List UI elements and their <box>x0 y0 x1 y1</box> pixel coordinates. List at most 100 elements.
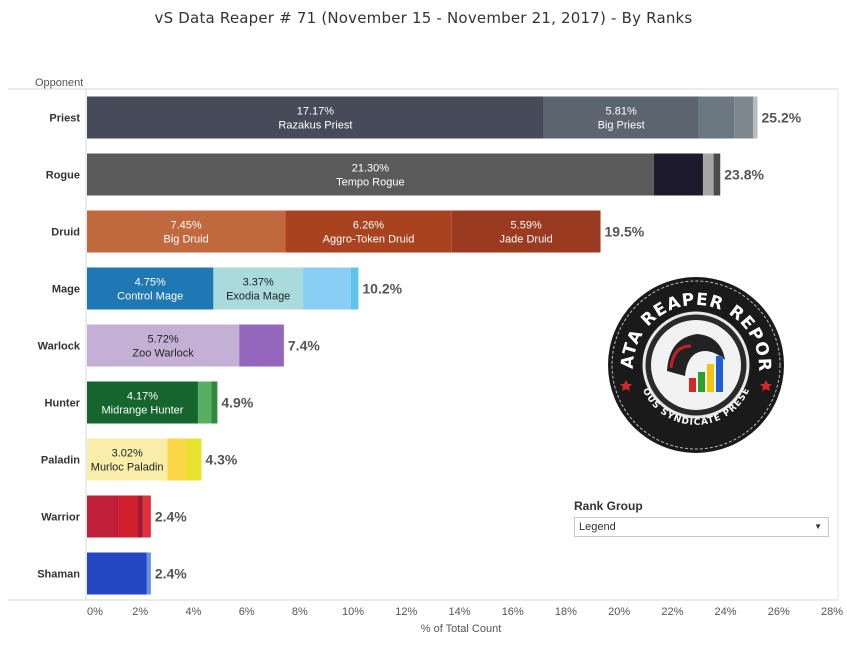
segment-value-label: 17.17% <box>297 106 335 118</box>
rank-group-dropdown[interactable]: Legend ▼ <box>574 517 829 537</box>
bar-total-label: 23.8% <box>724 167 764 183</box>
x-tick-label: 14% <box>448 606 470 618</box>
x-tick-label: 20% <box>608 606 630 618</box>
bar-segment[interactable] <box>87 267 214 310</box>
y-axis-title: Opponent <box>35 77 83 89</box>
bar-segment[interactable] <box>713 153 721 196</box>
x-tick-label: 24% <box>715 606 737 618</box>
x-tick-label: 0% <box>87 606 103 618</box>
category-label: Mage <box>52 284 80 296</box>
bar-segment[interactable] <box>285 210 452 253</box>
bar-total-label: 7.4% <box>288 338 320 354</box>
rank-group-filter: Rank Group Legend ▼ <box>574 499 829 537</box>
bar-segment[interactable] <box>87 96 544 139</box>
star-icon <box>760 380 772 391</box>
bar-segment[interactable] <box>146 552 151 595</box>
bar-segment[interactable] <box>142 495 151 538</box>
segment-value-label: 7.45% <box>171 220 202 232</box>
category-label: Warlock <box>38 341 81 353</box>
bar-segment[interactable] <box>87 324 240 367</box>
segment-value-label: 3.02% <box>112 448 143 460</box>
segment-value-label: 5.59% <box>511 220 542 232</box>
bar-total-label: 10.2% <box>362 281 402 297</box>
bar-segment[interactable] <box>702 153 714 196</box>
bar-total-label: 19.5% <box>605 224 645 240</box>
category-label: Shaman <box>37 569 80 581</box>
x-tick-label: 6% <box>239 606 255 618</box>
bar-segment[interactable] <box>167 438 186 481</box>
bar-total-label: 25.2% <box>762 110 802 126</box>
segment-value-label: 5.81% <box>606 106 637 118</box>
chevron-down-icon: ▼ <box>814 522 822 531</box>
segment-value-label: 3.37% <box>243 277 274 289</box>
bar-total-label: 4.3% <box>205 452 237 468</box>
category-label: Rogue <box>46 170 80 182</box>
x-tick-label: 16% <box>502 606 524 618</box>
logo-bar-blue <box>716 356 723 392</box>
bar-segment[interactable] <box>87 495 119 538</box>
bar-segment[interactable] <box>303 267 351 310</box>
bar-segment[interactable] <box>87 438 168 481</box>
segment-archetype-label: Tempo Rogue <box>336 177 405 189</box>
bar-segment[interactable] <box>197 381 212 424</box>
category-label: Hunter <box>45 398 81 410</box>
bar-segment[interactable] <box>698 96 735 139</box>
bar-segment[interactable] <box>87 153 654 196</box>
x-tick-label: 26% <box>768 606 790 618</box>
segment-value-label: 5.72% <box>147 334 178 346</box>
bar-segment[interactable] <box>239 324 284 367</box>
bar-segment[interactable] <box>543 96 699 139</box>
segment-archetype-label: Murloc Paladin <box>91 462 164 474</box>
bar-segment[interactable] <box>350 267 359 310</box>
segment-archetype-label: Big Priest <box>598 120 645 132</box>
bars-layer: Priest 17.17% Razakus Priest 5.81% Big Pries… <box>37 96 802 595</box>
bar-total-label: 2.4% <box>155 566 187 582</box>
bar-total-label: 4.9% <box>221 395 253 411</box>
bar-segment[interactable] <box>734 96 753 139</box>
bar-segment[interactable] <box>213 267 304 310</box>
segment-archetype-label: Control Mage <box>117 291 183 303</box>
x-tick-label: 28% <box>821 606 843 618</box>
segment-archetype-label: Aggro-Token Druid <box>323 234 415 246</box>
page-title: vS Data Reaper # 71 (November 15 - Novem… <box>154 9 693 27</box>
segment-archetype-label: Zoo Warlock <box>132 348 194 360</box>
rank-group-selected-value: Legend <box>579 521 616 533</box>
bar-segment[interactable] <box>118 495 138 538</box>
segment-value-label: 4.17% <box>127 391 158 403</box>
bar-segment[interactable] <box>185 438 202 481</box>
logo-bar-green <box>698 372 705 392</box>
bar-total-label: 2.4% <box>155 509 187 525</box>
x-tick-label: 18% <box>555 606 577 618</box>
category-label: Paladin <box>41 455 80 467</box>
segment-archetype-label: Exodia Mage <box>226 291 290 303</box>
data-reaper-report-logo: DATA REAPER REPORT VICIOUS SYNDICATE PRE… <box>607 276 784 453</box>
bar-segment[interactable] <box>87 381 198 424</box>
category-label: Druid <box>51 227 80 239</box>
bar-segment[interactable] <box>137 495 143 538</box>
logo-bar-yellow <box>707 364 714 392</box>
logo-bar-red <box>689 378 696 392</box>
x-tick-label: 8% <box>292 606 308 618</box>
bar-segment[interactable] <box>211 381 218 424</box>
x-tick-label: 4% <box>185 606 201 618</box>
category-label: Warrior <box>41 512 80 524</box>
x-axis-title: % of Total Count <box>421 623 502 635</box>
segment-archetype-label: Big Druid <box>163 234 208 246</box>
x-tick-label: 10% <box>342 606 364 618</box>
bar-segment[interactable] <box>653 153 703 196</box>
category-label: Priest <box>49 113 80 125</box>
x-tick-label: 12% <box>395 606 417 618</box>
segment-value-label: 21.30% <box>352 163 390 175</box>
bar-segment[interactable] <box>752 96 758 139</box>
star-icon <box>620 380 632 391</box>
x-tick-label: 22% <box>661 606 683 618</box>
segment-archetype-label: Midrange Hunter <box>102 405 184 417</box>
bar-segment[interactable] <box>451 210 601 253</box>
segment-value-label: 4.75% <box>135 277 166 289</box>
bar-segment[interactable] <box>87 552 147 595</box>
x-axis-ticks: 0% 2% 4% 6% 8% 10% 12% 14% 16% 18% 20% 22% 24% 26% 28% <box>87 606 843 618</box>
segment-archetype-label: Jade Druid <box>500 234 553 246</box>
bar-segment[interactable] <box>87 210 286 253</box>
segment-archetype-label: Razakus Priest <box>278 120 352 132</box>
